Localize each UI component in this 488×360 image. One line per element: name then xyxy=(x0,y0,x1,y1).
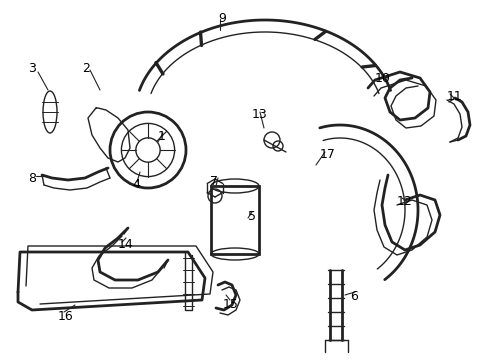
Text: 15: 15 xyxy=(223,298,238,311)
Text: 11: 11 xyxy=(446,90,462,103)
Bar xyxy=(210,186,259,254)
Text: 1: 1 xyxy=(158,130,165,143)
Text: 5: 5 xyxy=(247,210,256,223)
Text: 7: 7 xyxy=(209,175,218,188)
Text: 12: 12 xyxy=(396,195,412,208)
Text: 6: 6 xyxy=(349,290,357,303)
Text: 4: 4 xyxy=(132,178,140,191)
Text: 8: 8 xyxy=(28,172,36,185)
Text: 2: 2 xyxy=(82,62,90,75)
Text: 14: 14 xyxy=(118,238,134,251)
Text: 13: 13 xyxy=(251,108,267,121)
Text: 3: 3 xyxy=(28,62,36,75)
Text: 9: 9 xyxy=(218,12,225,25)
Text: 17: 17 xyxy=(319,148,335,161)
Text: 16: 16 xyxy=(58,310,74,323)
Text: 10: 10 xyxy=(374,72,390,85)
